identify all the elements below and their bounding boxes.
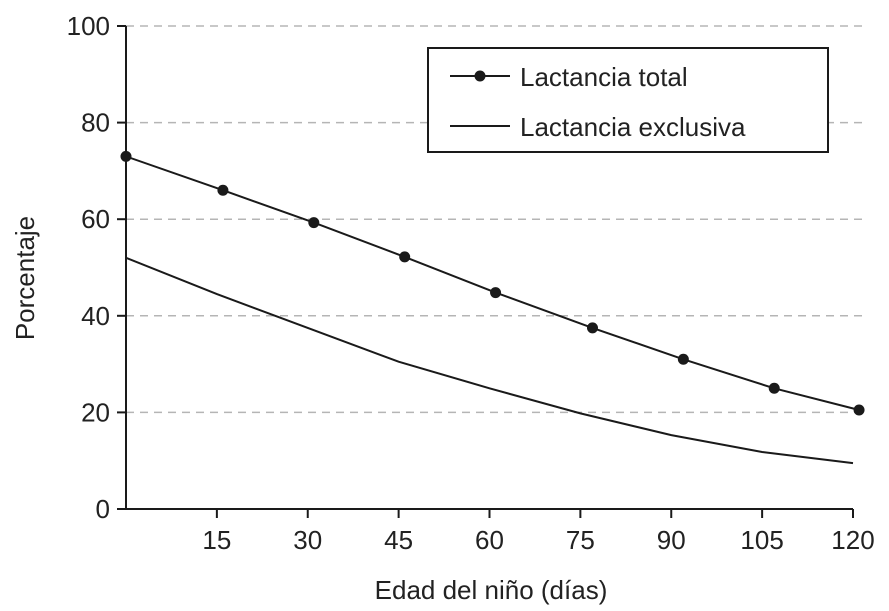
y-tick-label-0: 0: [96, 494, 110, 524]
series-point-0-3: [399, 251, 411, 263]
axes: [117, 25, 854, 518]
legend-marker-0: [474, 70, 486, 82]
x-tick-label-6: 105: [740, 525, 783, 555]
x-tick-label-4: 75: [566, 525, 595, 555]
x-axis-label: Edad del niño (días): [375, 575, 608, 605]
y-tick-label-2: 40: [81, 301, 110, 331]
legend: Lactancia total Lactancia exclusiva: [427, 47, 829, 153]
tick-labels: 0 20 40 60 80 100 15 30 45 60 75 90 105 120: [67, 11, 875, 555]
legend-label-1: Lactancia exclusiva: [520, 112, 746, 142]
series-point-0-8: [853, 404, 865, 416]
series-point-0-0: [120, 150, 132, 162]
y-tick-label-1: 20: [81, 397, 110, 427]
series-point-0-4: [490, 287, 502, 299]
x-tick-label-1: 30: [293, 525, 322, 555]
series-layer: [120, 150, 865, 465]
y-axis-label: Porcentaje: [10, 216, 40, 340]
x-tick-label-5: 90: [657, 525, 686, 555]
series-point-0-2: [308, 217, 320, 229]
y-tick-label-4: 80: [81, 108, 110, 138]
x-tick-label-2: 45: [384, 525, 413, 555]
series-point-0-6: [677, 353, 689, 365]
series-point-0-5: [586, 322, 598, 334]
legend-label-0: Lactancia total: [520, 62, 688, 92]
legend-box: [427, 47, 829, 153]
x-tick-label-7: 120: [831, 525, 874, 555]
x-tick-label-0: 15: [202, 525, 231, 555]
series-line-0: [125, 155, 860, 411]
series-point-0-1: [217, 184, 229, 196]
y-tick-label-5: 100: [67, 11, 110, 41]
series-point-0-7: [768, 382, 780, 394]
series-line-1: [125, 256, 854, 465]
y-tick-label-3: 60: [81, 204, 110, 234]
x-tick-label-3: 60: [475, 525, 504, 555]
